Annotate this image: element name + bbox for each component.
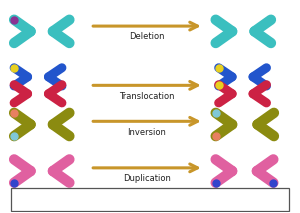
Text: Fig 4. Mutations in Chromosomes During Meiosis.: Fig 4. Mutations in Chromosomes During M…	[50, 196, 250, 203]
Text: Inversion: Inversion	[128, 128, 167, 137]
FancyBboxPatch shape	[11, 188, 289, 211]
Text: Deletion: Deletion	[129, 32, 165, 41]
Text: Translocation: Translocation	[119, 92, 175, 101]
Text: Duplication: Duplication	[123, 174, 171, 183]
